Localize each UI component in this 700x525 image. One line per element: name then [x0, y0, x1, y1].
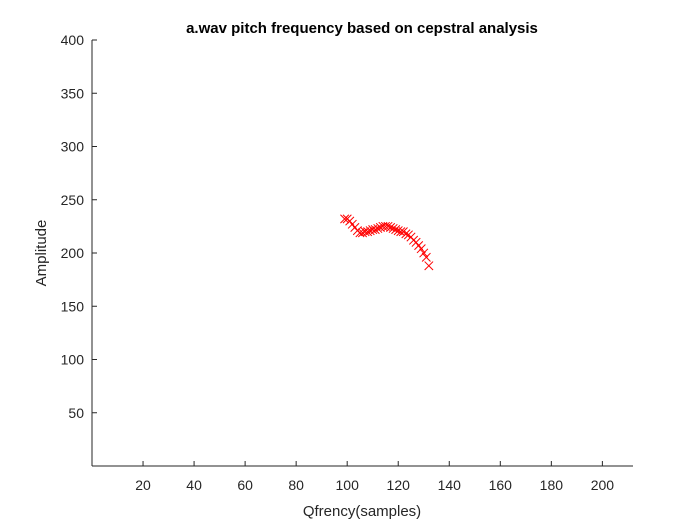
x-tick-label: 20 [135, 477, 151, 493]
data-point [421, 252, 431, 262]
data-point [391, 225, 401, 235]
y-tick-label: 400 [61, 32, 85, 48]
data-point [383, 221, 393, 231]
y-tick-label: 100 [61, 352, 85, 368]
x-ticks: 20 40 60 80 100 120 140 160 180 200 [135, 461, 614, 493]
data-point [396, 227, 406, 237]
data-point [373, 223, 383, 234]
data-point [401, 229, 411, 239]
data-point [340, 214, 350, 224]
data-markers [340, 214, 434, 271]
y-tick-label: 50 [68, 405, 84, 421]
data-point [370, 225, 380, 235]
y-tick-label: 350 [61, 85, 85, 101]
chart-title: a.wav pitch frequency based on cepstral … [186, 20, 538, 37]
y-axis-title: Amplitude [33, 220, 50, 287]
axes [91, 40, 633, 467]
y-tick-label: 250 [61, 192, 85, 208]
y-tick-label: 300 [61, 139, 85, 155]
x-tick-label: 140 [438, 477, 462, 493]
data-point [416, 244, 426, 254]
data-point [419, 248, 429, 258]
x-tick-label: 100 [336, 477, 360, 493]
x-tick-label: 160 [489, 477, 513, 493]
data-point [386, 222, 396, 232]
x-tick-label: 80 [288, 477, 304, 493]
x-tick-label: 180 [540, 477, 564, 493]
data-point [388, 223, 398, 234]
data-point [363, 227, 373, 237]
x-axis-title: Qfrency(samples) [303, 503, 421, 520]
y-tick-label: 200 [61, 245, 85, 261]
x-tick-label: 200 [591, 477, 615, 493]
y-ticks: 50 100 150 200 250 300 350 400 [61, 32, 97, 421]
x-tick-label: 40 [186, 477, 202, 493]
x-tick-label: 60 [237, 477, 253, 493]
x-tick-label: 120 [387, 477, 411, 493]
data-point [424, 261, 434, 271]
y-tick-label: 150 [61, 298, 85, 314]
